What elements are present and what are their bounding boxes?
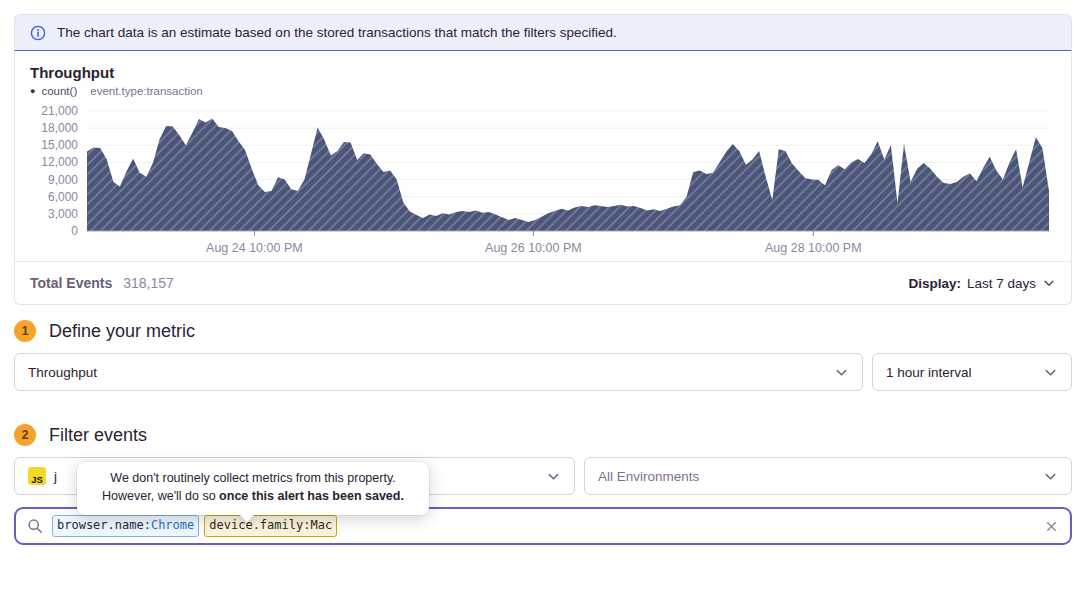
- chart-section: Throughput ● count() event.type:transact…: [15, 51, 1071, 261]
- svg-text:21,000: 21,000: [41, 104, 78, 118]
- search-token-list[interactable]: browser.name:Chromedevice.family:Mac: [52, 515, 1035, 537]
- project-select-value: j: [54, 469, 57, 484]
- svg-text:Aug 28 10:00 PM: Aug 28 10:00 PM: [765, 241, 862, 255]
- step-filter-header: 2 Filter events: [14, 424, 1072, 446]
- chart-panel-footer: Total Events 318,157 Display: Last 7 day…: [15, 261, 1071, 304]
- step-2-title: Filter events: [49, 425, 147, 446]
- banner-text: The chart data is an estimate based on t…: [57, 25, 617, 40]
- environment-select-value: All Environments: [598, 469, 699, 484]
- legend-series-label: count(): [41, 85, 77, 97]
- display-value: Last 7 days: [967, 276, 1036, 291]
- interval-select-value: 1 hour interval: [886, 365, 972, 380]
- metric-collection-tooltip: We don't routinely collect metrics from …: [77, 462, 429, 515]
- total-events-label: Total Events: [30, 275, 112, 291]
- clear-search-icon[interactable]: [1044, 519, 1059, 534]
- chart-title: Throughput: [30, 64, 1056, 81]
- svg-text:18,000: 18,000: [41, 121, 78, 135]
- filter-controls-row: JS j All Environments We don't routinely…: [14, 457, 1072, 495]
- info-icon: [30, 25, 46, 41]
- search-token[interactable]: browser.name:Chrome: [52, 515, 199, 537]
- search-token[interactable]: device.family:Mac: [204, 515, 337, 537]
- metric-select-value: Throughput: [28, 365, 97, 380]
- svg-text:12,000: 12,000: [41, 155, 78, 169]
- javascript-platform-icon: JS: [28, 467, 46, 485]
- metric-controls-row: Throughput 1 hour interval: [14, 353, 1072, 391]
- legend-dot-icon: ●: [30, 87, 35, 96]
- svg-text:6,000: 6,000: [48, 190, 78, 204]
- total-events: Total Events 318,157: [30, 275, 174, 291]
- chart-panel: Throughput ● count() event.type:transact…: [14, 51, 1072, 305]
- throughput-area-chart: 0 3,000 6,000 9,000 12,000 15,000 18,000 21,000…: [30, 101, 1056, 259]
- svg-text:Aug 26 10:00 PM: Aug 26 10:00 PM: [485, 241, 582, 255]
- chart-legend: ● count() event.type:transaction: [30, 85, 1056, 97]
- svg-text:9,000: 9,000: [48, 173, 78, 187]
- tooltip-line1: We don't routinely collect metrics from …: [110, 471, 395, 485]
- svg-text:Aug 24 10:00 PM: Aug 24 10:00 PM: [206, 241, 303, 255]
- display-period-dropdown[interactable]: Display: Last 7 days: [908, 276, 1056, 291]
- chevron-down-icon: [834, 365, 849, 380]
- svg-text:0: 0: [71, 224, 78, 238]
- interval-select[interactable]: 1 hour interval: [872, 353, 1072, 391]
- alert-builder-page: The chart data is an estimate based on t…: [0, 0, 1086, 602]
- step-1-badge: 1: [14, 320, 36, 342]
- svg-text:3,000: 3,000: [48, 207, 78, 221]
- step-2-badge: 2: [14, 424, 36, 446]
- display-label: Display:: [908, 276, 961, 291]
- chevron-down-icon: [1042, 276, 1056, 290]
- step-metric-header: 1 Define your metric: [14, 320, 1072, 342]
- step-1-title: Define your metric: [49, 321, 195, 342]
- total-events-value: 318,157: [123, 275, 174, 291]
- chevron-down-icon: [1043, 365, 1058, 380]
- tooltip-line2: However, we'll do so once this alert has…: [102, 489, 404, 503]
- legend-query-label: event.type:transaction: [90, 85, 203, 97]
- chevron-down-icon: [1043, 469, 1058, 484]
- search-icon: [27, 518, 43, 534]
- info-banner: The chart data is an estimate based on t…: [14, 14, 1072, 51]
- metric-select[interactable]: Throughput: [14, 353, 863, 391]
- chevron-down-icon: [546, 469, 561, 484]
- svg-text:15,000: 15,000: [41, 138, 78, 152]
- environment-select[interactable]: All Environments: [584, 457, 1072, 495]
